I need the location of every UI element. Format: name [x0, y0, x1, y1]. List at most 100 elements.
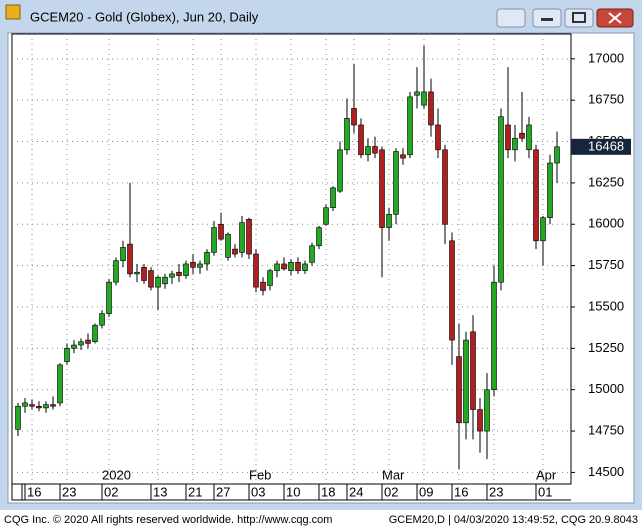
y-tick-label: 14500	[588, 464, 624, 479]
candle-body	[43, 404, 49, 409]
x-tick-label: 01	[538, 484, 552, 499]
candle-body	[267, 270, 273, 286]
candle-body	[547, 162, 553, 218]
candle-body	[484, 389, 490, 432]
candle-body	[246, 218, 252, 255]
candle-body	[232, 248, 238, 255]
month-label: 2020	[102, 467, 131, 482]
y-tick-label: 14750	[588, 422, 624, 437]
x-tick-label: 10	[286, 484, 300, 499]
x-tick-label: 02	[104, 484, 118, 499]
candle-body	[288, 262, 294, 271]
last-price-label: 16468	[588, 138, 624, 153]
candle-body	[512, 137, 518, 151]
pin-button[interactable]	[496, 8, 526, 28]
candle-body	[15, 405, 21, 430]
candle-body	[239, 222, 245, 253]
candle-body	[29, 404, 35, 407]
month-label: Apr	[536, 467, 557, 482]
candle-body	[386, 214, 392, 228]
window-title: GCEM20 - Gold (Globex), Jun 20, Daily	[30, 9, 259, 24]
candle-body	[120, 247, 126, 261]
x-tick-label: 13	[153, 484, 167, 499]
candle-body	[162, 276, 168, 285]
y-tick-label: 17000	[588, 50, 624, 65]
minimize-icon	[541, 18, 553, 21]
chart-panel	[7, 32, 635, 504]
candle-body	[449, 240, 455, 341]
candle-body	[533, 149, 539, 242]
candle-body	[526, 124, 532, 151]
candle-body	[400, 154, 406, 159]
x-tick-label: 23	[489, 484, 503, 499]
y-tick-label: 16750	[588, 92, 624, 107]
x-tick-label: 02	[384, 484, 398, 499]
candle-body	[295, 262, 301, 271]
candle-body	[505, 124, 511, 151]
candle-body	[421, 91, 427, 106]
scroll-box[interactable]	[11, 483, 23, 501]
footer-left: CQG Inc. © 2020 All rights reserved worl…	[4, 514, 332, 526]
y-tick-label: 16250	[588, 174, 624, 189]
candle-body	[477, 409, 483, 432]
candle-body	[470, 331, 476, 410]
x-tick-label: 21	[188, 484, 202, 499]
candle-body	[463, 339, 469, 424]
candle-body	[253, 253, 259, 288]
x-tick-label: 23	[62, 484, 76, 499]
app-icon	[5, 4, 21, 20]
candle-body	[435, 124, 441, 151]
y-tick-label: 15250	[588, 340, 624, 355]
candle-body	[225, 233, 231, 258]
candle-body	[50, 404, 56, 407]
x-tick-label: 09	[419, 484, 433, 499]
candle-body	[372, 146, 378, 154]
close-icon	[608, 12, 622, 24]
candle-body	[71, 344, 77, 349]
candle-body	[302, 263, 308, 271]
candle-body	[365, 146, 371, 156]
x-tick-label: 16	[27, 484, 41, 499]
x-tick-label: 18	[321, 484, 335, 499]
footer-bar	[0, 510, 642, 528]
candle-body	[113, 260, 119, 283]
candle-body	[211, 227, 217, 253]
month-label: Mar	[382, 467, 405, 482]
x-tick-label: 27	[216, 484, 230, 499]
candle-body	[337, 149, 343, 192]
candle-body	[309, 245, 315, 263]
candle-body	[344, 118, 350, 151]
candle-body	[57, 364, 63, 404]
candle-body	[316, 227, 322, 247]
candle-body	[491, 281, 497, 390]
candle-body	[64, 348, 70, 362]
candle-body	[127, 243, 133, 275]
candle-body	[134, 271, 140, 275]
month-label: Feb	[249, 467, 271, 482]
x-tick-label: 16	[454, 484, 468, 499]
candle-body	[428, 91, 434, 126]
candle-body	[456, 356, 462, 424]
candle-body	[22, 402, 28, 407]
candle-body	[92, 324, 98, 343]
candle-body	[78, 341, 84, 346]
candle-body	[141, 266, 147, 281]
maximize-button[interactable]	[564, 8, 594, 28]
candle-body	[148, 270, 154, 288]
candle-body	[36, 405, 42, 409]
candle-body	[554, 146, 560, 164]
candle-body	[155, 276, 161, 288]
candle-body	[281, 263, 287, 270]
maximize-icon	[572, 12, 586, 23]
x-tick-label: 03	[251, 484, 265, 499]
y-tick-label: 15000	[588, 381, 624, 396]
candle-body	[99, 313, 105, 326]
candle-body	[169, 273, 175, 278]
candle-body	[330, 187, 336, 209]
candle-body	[498, 116, 504, 283]
candle-body	[379, 149, 385, 228]
candle-body	[540, 217, 546, 242]
candle-body	[358, 124, 364, 156]
y-tick-label: 16000	[588, 216, 624, 231]
